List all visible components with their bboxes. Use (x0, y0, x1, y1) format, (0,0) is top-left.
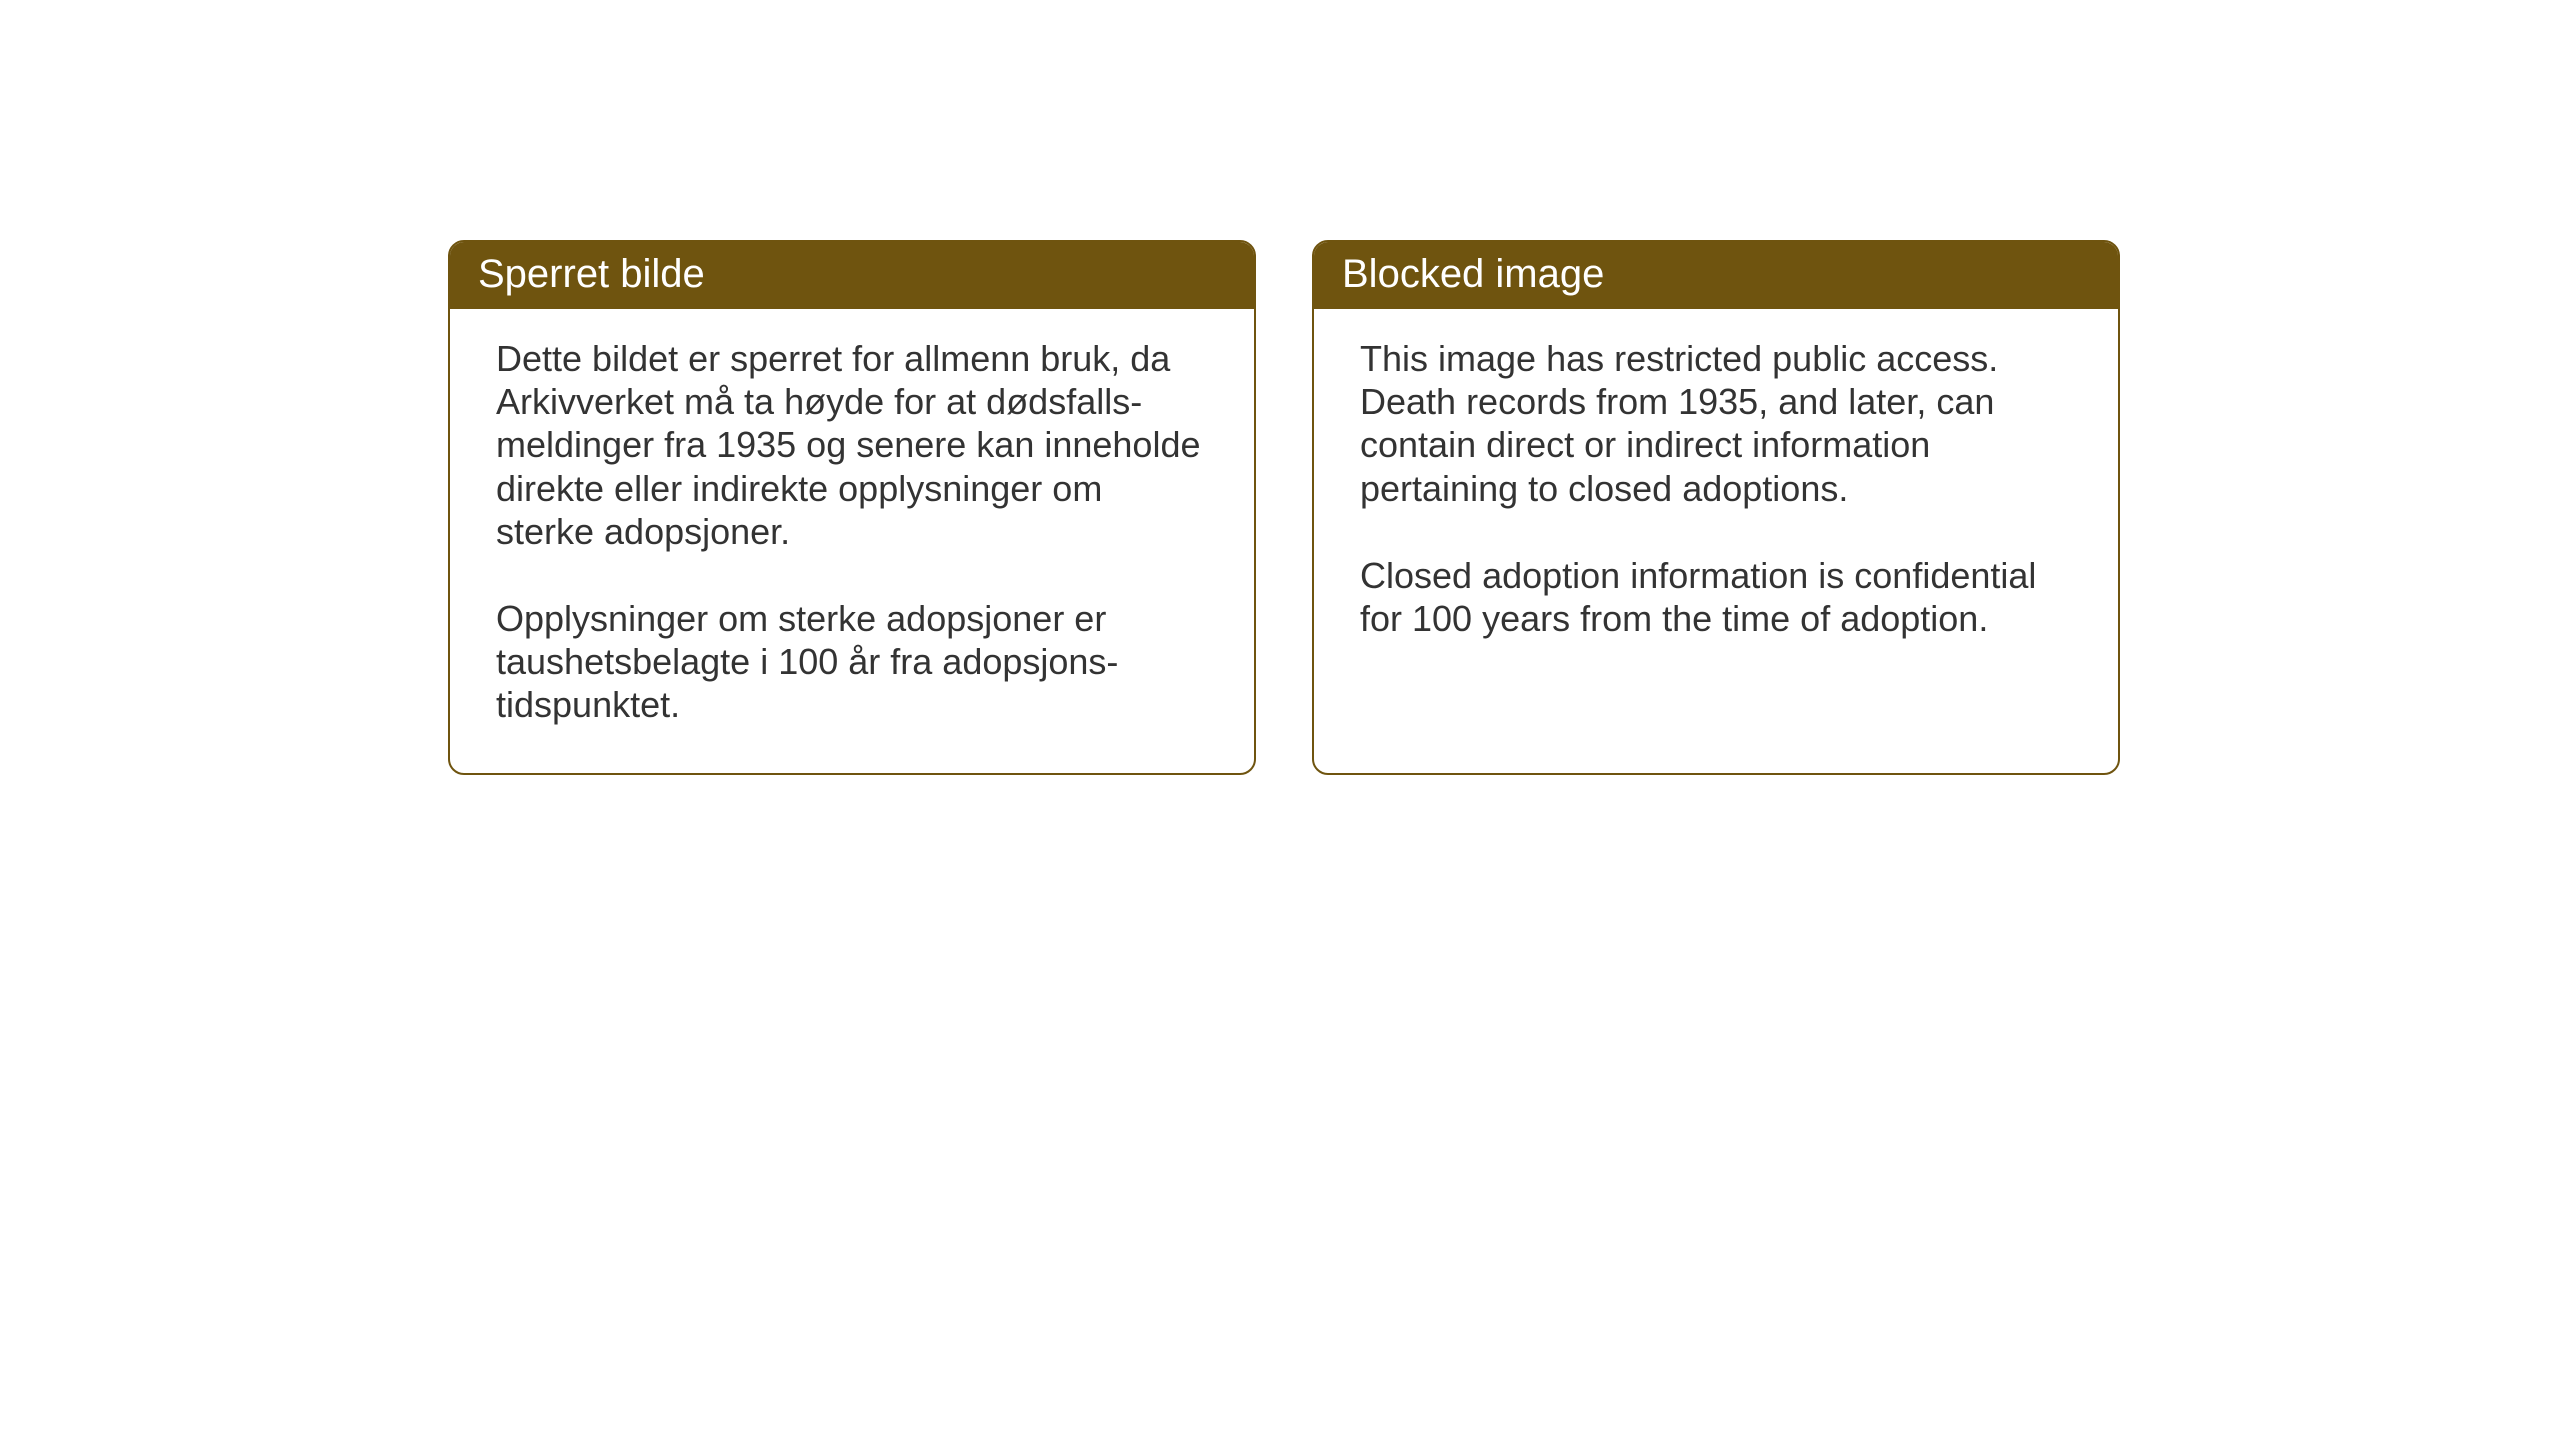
card-body-english: This image has restricted public access.… (1314, 309, 2118, 686)
card-paragraph-1-norwegian: Dette bildet er sperret for allmenn bruk… (496, 337, 1208, 553)
card-header-norwegian: Sperret bilde (450, 242, 1254, 309)
card-header-english: Blocked image (1314, 242, 2118, 309)
card-paragraph-2-english: Closed adoption information is confident… (1360, 554, 2072, 640)
notice-card-english: Blocked image This image has restricted … (1312, 240, 2120, 775)
card-paragraph-2-norwegian: Opplysninger om sterke adopsjoner er tau… (496, 597, 1208, 727)
notice-container: Sperret bilde Dette bildet er sperret fo… (448, 240, 2120, 775)
card-paragraph-1-english: This image has restricted public access.… (1360, 337, 2072, 510)
card-title-norwegian: Sperret bilde (478, 252, 705, 296)
notice-card-norwegian: Sperret bilde Dette bildet er sperret fo… (448, 240, 1256, 775)
card-body-norwegian: Dette bildet er sperret for allmenn bruk… (450, 309, 1254, 773)
card-title-english: Blocked image (1342, 252, 1604, 296)
